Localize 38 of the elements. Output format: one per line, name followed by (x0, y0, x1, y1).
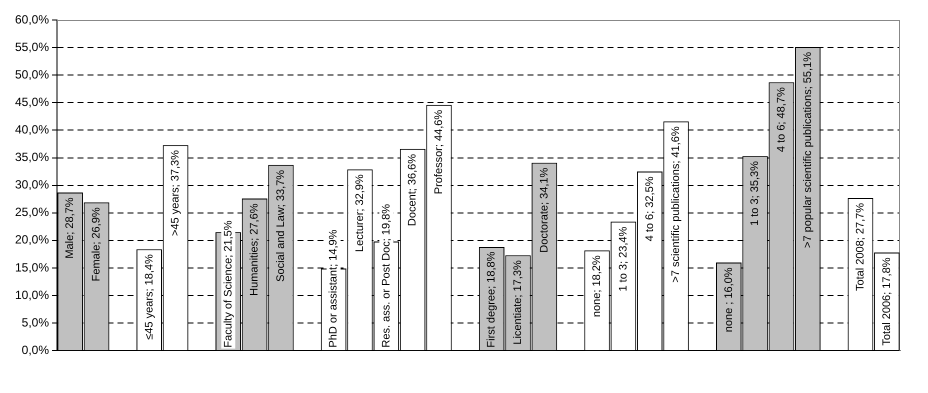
data-label: 1 to 3; 23,4% (617, 226, 630, 292)
data-label: Professor; 44,6% (433, 110, 446, 194)
y-tick-label: 15,0% (14, 260, 50, 274)
y-tick-label: 10,0% (14, 288, 50, 302)
data-label: Licentiate; 17,3% (512, 260, 524, 345)
y-tick-label: 0,0% (22, 342, 50, 357)
y-tick-label: 45,0% (14, 94, 50, 109)
data-label: Female; 26,9% (90, 207, 103, 282)
data-label: First degree; 18,8% (486, 251, 498, 348)
data-label: 1 to 3; 35,3% (749, 160, 762, 226)
data-label: Total 2006; 17,8% (880, 257, 893, 346)
y-tick-label: 60,0% (14, 12, 50, 26)
data-label: >7 popular scientific publications; 55,1% (802, 52, 814, 248)
data-label: ≤45 years; 18,4% (143, 254, 156, 340)
data-label: Male; 28,7% (64, 197, 76, 259)
data-label: none ; 16,0% (722, 267, 735, 332)
y-tick-label: 20,0% (14, 232, 50, 247)
data-label: Faculty of Science; 21,5% (222, 220, 234, 348)
y-tick-label: 25,0% (14, 205, 50, 220)
y-tick-label: 55,0% (14, 40, 50, 54)
y-tick-label: 40,0% (14, 122, 50, 137)
y-tick-label: 50,0% (14, 67, 50, 82)
data-label: >7 scientific publications; 41,6% (670, 126, 682, 283)
data-label: Docent; 36,6% (406, 154, 419, 226)
y-tick-label: 5,0% (22, 315, 50, 330)
data-label: none; 18,2% (591, 255, 604, 318)
data-label: Total 2008; 27,7% (854, 202, 867, 292)
data-label: PhD or assistant; 14,9% (328, 229, 340, 348)
y-tick-label: 30,0% (14, 178, 50, 192)
data-label: Social and Law; 33,7% (274, 170, 287, 282)
data-label: 4 to 6; 32,5% (644, 176, 656, 242)
data-label: Doctorate; 34,1% (538, 167, 550, 253)
data-label: 4 to 6; 48,7% (775, 87, 788, 152)
y-tick-label: 35,0% (14, 150, 50, 164)
data-label: >45 years; 37,3% (170, 150, 182, 236)
data-label: Humanities; 27,6% (248, 203, 261, 296)
data-label: Res. ass. or Post Doc; 19,8% (380, 204, 392, 348)
data-label: Lecturer; 32,9% (354, 174, 366, 252)
